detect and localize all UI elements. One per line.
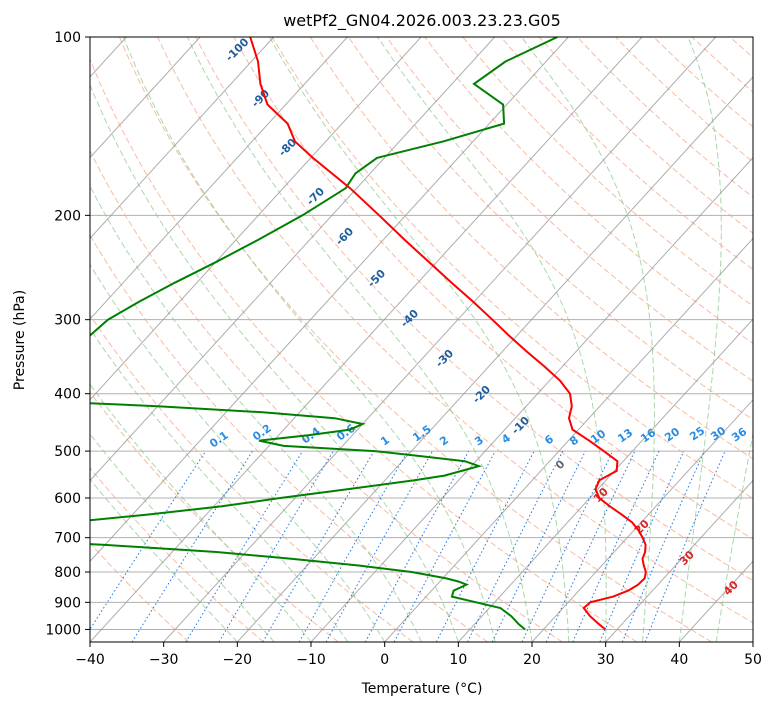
isotherm-line xyxy=(90,37,569,563)
isotherm-line xyxy=(457,318,753,642)
dry-adiabat xyxy=(90,467,264,642)
moist-adiabat xyxy=(377,37,607,642)
dry-adiabat xyxy=(157,37,753,624)
x-tick-label: 20 xyxy=(523,652,541,668)
mixing-ratio-line xyxy=(185,450,304,642)
isotherm-line xyxy=(605,479,753,642)
y-tick-label: 600 xyxy=(54,491,81,507)
moist-adiabat xyxy=(269,37,570,642)
isotherm-line xyxy=(90,37,496,482)
moist-adiabat xyxy=(521,37,655,642)
isotherm-line xyxy=(163,37,717,642)
y-axis-label: Pressure (hPa) xyxy=(12,290,28,390)
x-axis: −40 −30 −20 −10 0 10 20 30 40 50 xyxy=(75,642,762,668)
moist-adiabats xyxy=(90,37,753,642)
plot-area: 0.1 0.2 0.4 0.6 1 1.5 2 3 4 6 8 10 13 16 20 25 30 36-100-… xyxy=(90,37,753,642)
dry-adiabat xyxy=(271,37,753,500)
x-tick-label: −40 xyxy=(75,652,105,668)
y-tick-label: 1000 xyxy=(45,622,81,638)
dry-adiabat xyxy=(90,58,638,642)
y-tick-label: 500 xyxy=(54,444,81,460)
temperature-series-line xyxy=(249,37,647,631)
moist-adiabat xyxy=(90,433,275,642)
mixing-ratio-line xyxy=(572,450,660,642)
moist-adiabat xyxy=(90,327,349,642)
pressure-gridlines xyxy=(90,37,753,630)
mixing-ratio-line xyxy=(393,450,496,642)
y-axis: 100 200 300 400 500 600 700 800 900 1000 xyxy=(45,30,90,638)
dry-adiabat xyxy=(195,37,753,582)
y-tick-label: 300 xyxy=(54,313,81,329)
y-tick-label: 700 xyxy=(54,531,81,547)
mixing-ratio-line xyxy=(364,450,470,642)
isotherm-line xyxy=(90,37,643,642)
moist-adiabat xyxy=(715,430,753,642)
dry-adiabat xyxy=(462,37,753,307)
moist-adiabat xyxy=(90,83,459,642)
x-tick-label: −20 xyxy=(223,652,253,668)
isotherm-line xyxy=(90,37,201,159)
y-tick-label: 100 xyxy=(54,30,81,46)
x-tick-label: 30 xyxy=(597,652,615,668)
isotherm-line xyxy=(531,399,753,642)
dry-adiabat xyxy=(90,234,488,642)
y-tick-label: 200 xyxy=(54,208,81,224)
dry-adiabat xyxy=(347,37,753,421)
isotherm-line xyxy=(384,237,753,642)
y-tick-label: 400 xyxy=(54,387,81,403)
chart-title: wetPf2_GN04.2026.003.23.23.G05 xyxy=(283,11,561,31)
x-tick-label: −10 xyxy=(296,652,326,668)
x-tick-label: 40 xyxy=(670,652,688,668)
x-tick-label: −30 xyxy=(149,652,179,668)
skewed-isotherms xyxy=(90,37,753,642)
mixing-ratio-line xyxy=(621,450,705,642)
dewpoint-series-line xyxy=(90,37,558,631)
mixing-ratio-line xyxy=(90,450,207,631)
mixing-ratio-line xyxy=(131,450,254,642)
isotherm-line xyxy=(310,156,753,642)
mixing-ratio-line xyxy=(644,450,726,642)
x-axis-label: Temperature (°C) xyxy=(361,681,483,697)
plot-frame xyxy=(89,36,754,643)
moist-adiabat xyxy=(90,263,386,642)
y-tick-label: 900 xyxy=(54,595,81,611)
isotherm-line xyxy=(90,37,275,240)
x-tick-label: 50 xyxy=(744,652,762,668)
mixing-ratio-line xyxy=(599,450,685,642)
mixing-ratio-lines xyxy=(90,450,726,642)
x-tick-label: 0 xyxy=(380,652,389,668)
sounding-profiles xyxy=(90,37,647,631)
moist-adiabat xyxy=(90,185,422,642)
moist-adiabat xyxy=(678,37,722,642)
isotherm-line xyxy=(90,37,422,401)
moist-adiabat xyxy=(90,478,238,642)
x-tick-label: 10 xyxy=(449,652,467,668)
mixing-ratio-line xyxy=(325,450,433,642)
isotherm-line xyxy=(90,37,348,320)
y-tick-label: 800 xyxy=(54,565,81,581)
dry-adiabat xyxy=(386,37,753,382)
mixing-ratio-line xyxy=(467,450,564,642)
